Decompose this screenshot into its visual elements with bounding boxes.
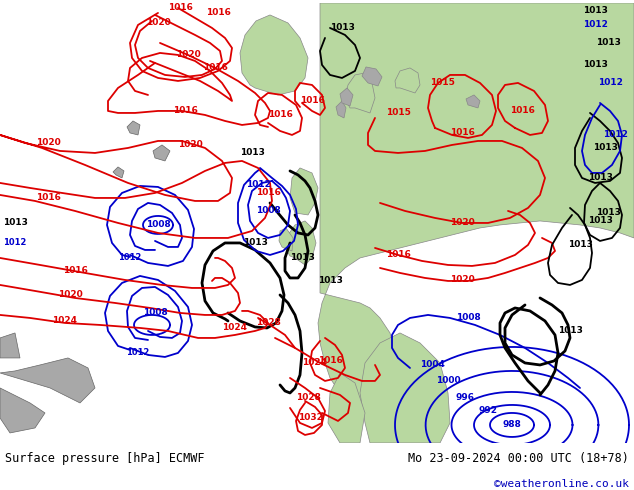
Text: ©weatheronline.co.uk: ©weatheronline.co.uk [494, 479, 629, 489]
Text: 996: 996 [455, 393, 474, 402]
Text: 1013: 1013 [240, 148, 264, 157]
Polygon shape [360, 333, 450, 443]
Polygon shape [0, 388, 45, 433]
Polygon shape [290, 168, 318, 215]
Text: 1013: 1013 [588, 217, 612, 225]
Polygon shape [0, 358, 95, 403]
Text: 1015: 1015 [430, 78, 455, 87]
Text: 1008: 1008 [146, 220, 171, 229]
Text: 1016: 1016 [36, 194, 60, 202]
Text: 1016: 1016 [205, 8, 230, 18]
Polygon shape [113, 167, 124, 178]
Text: 1013: 1013 [290, 253, 314, 263]
Text: 1013: 1013 [567, 241, 592, 249]
Text: 1013: 1013 [3, 219, 27, 227]
Text: 1012: 1012 [598, 78, 623, 87]
Polygon shape [362, 67, 382, 86]
Polygon shape [0, 333, 20, 358]
Text: Mo 23-09-2024 00:00 UTC (18+78): Mo 23-09-2024 00:00 UTC (18+78) [408, 452, 629, 465]
Polygon shape [340, 88, 353, 106]
Text: 1020: 1020 [450, 275, 474, 285]
Text: 1013: 1013 [557, 326, 583, 336]
Text: 1013: 1013 [583, 60, 607, 70]
Text: 1013: 1013 [318, 276, 342, 286]
Text: 1000: 1000 [436, 376, 460, 386]
Text: 1024: 1024 [302, 359, 328, 368]
Polygon shape [395, 68, 420, 93]
Text: 1016: 1016 [510, 106, 534, 116]
Text: 1012: 1012 [126, 348, 150, 357]
Polygon shape [153, 145, 170, 161]
Text: 1020: 1020 [36, 139, 60, 147]
Text: 1013: 1013 [330, 24, 354, 32]
Text: 1028: 1028 [256, 318, 280, 327]
Text: 1016: 1016 [256, 189, 280, 197]
Text: 1013: 1013 [595, 208, 621, 218]
Text: 1008: 1008 [256, 206, 280, 216]
Text: 1016: 1016 [63, 267, 87, 275]
Text: 1016: 1016 [318, 356, 342, 366]
Text: 1020: 1020 [176, 50, 200, 59]
Text: 1020: 1020 [178, 141, 202, 149]
Text: 1015: 1015 [385, 108, 410, 118]
Polygon shape [279, 228, 293, 251]
Text: 1012: 1012 [119, 253, 141, 263]
Polygon shape [318, 3, 634, 403]
Polygon shape [345, 73, 375, 113]
Text: 1016: 1016 [268, 110, 292, 120]
Text: 1008: 1008 [456, 314, 481, 322]
Text: 1013: 1013 [593, 144, 618, 152]
Text: 988: 988 [503, 420, 521, 429]
Text: 1008: 1008 [143, 308, 167, 318]
Text: 1016: 1016 [299, 97, 325, 105]
Text: 1013: 1013 [588, 173, 612, 182]
Text: 1016: 1016 [167, 3, 193, 12]
Text: 1020: 1020 [146, 19, 171, 27]
Text: 1013: 1013 [583, 6, 607, 16]
Text: 1024: 1024 [223, 323, 247, 332]
Text: 1012: 1012 [3, 239, 27, 247]
Polygon shape [466, 95, 480, 108]
Text: 1013: 1013 [243, 239, 268, 247]
Text: 1020: 1020 [58, 291, 82, 299]
Text: 1004: 1004 [420, 361, 444, 369]
Text: 1016: 1016 [172, 106, 197, 116]
Polygon shape [328, 373, 365, 443]
Polygon shape [336, 101, 346, 118]
Text: 1020: 1020 [450, 219, 474, 227]
Text: 1016: 1016 [202, 63, 228, 73]
Text: 1024: 1024 [53, 317, 77, 325]
Polygon shape [240, 15, 308, 95]
Text: 1028: 1028 [295, 393, 320, 402]
Text: 1012: 1012 [583, 21, 607, 29]
Text: 1032: 1032 [297, 414, 323, 422]
Polygon shape [285, 221, 316, 265]
Polygon shape [127, 121, 140, 135]
Text: 1016: 1016 [450, 128, 474, 138]
Text: 1012: 1012 [245, 180, 271, 190]
Text: 1016: 1016 [385, 250, 410, 259]
Text: 992: 992 [479, 406, 498, 416]
Text: 1012: 1012 [602, 130, 628, 140]
Text: 1013: 1013 [595, 38, 621, 48]
Text: Surface pressure [hPa] ECMWF: Surface pressure [hPa] ECMWF [5, 452, 205, 465]
